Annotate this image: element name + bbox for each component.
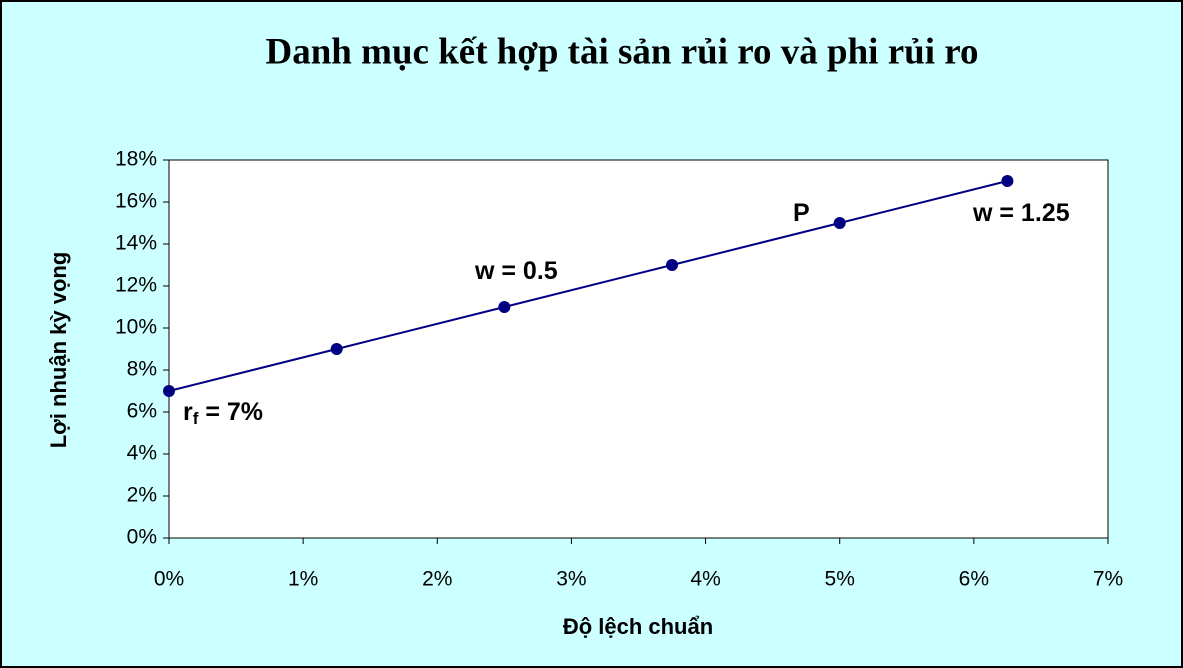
- data-point: [666, 259, 679, 271]
- x-axis-label: Độ lệch chuẩn: [563, 614, 713, 639]
- y-tick-label: 18%: [115, 148, 157, 171]
- y-tick-label: 12%: [115, 274, 157, 297]
- x-tick-label: 1%: [288, 568, 318, 591]
- y-axis-label: Lợi nhuận kỳ vọng: [46, 252, 71, 449]
- data-point: [330, 343, 343, 355]
- y-tick-label: 4%: [127, 442, 157, 465]
- y-tick-label: 8%: [127, 358, 157, 381]
- x-tick-label: 5%: [825, 568, 855, 591]
- data-point: [498, 301, 511, 313]
- y-tick-label: 0%: [127, 526, 157, 549]
- annotation: rf = 7%: [183, 398, 263, 429]
- y-tick-label: 10%: [115, 316, 157, 339]
- data-point: [1001, 175, 1014, 187]
- annotation-text: r: [183, 398, 193, 426]
- x-tick-label: 7%: [1093, 568, 1123, 591]
- plot-area: [168, 159, 1109, 539]
- annotation: w = 1.25: [972, 199, 1070, 227]
- annotation-text: w = 1.25: [972, 199, 1070, 227]
- data-point: [163, 385, 175, 397]
- annotation-text: P: [793, 199, 810, 227]
- annotation-text: = 7%: [198, 398, 263, 426]
- x-tick-label: 3%: [556, 568, 586, 591]
- chart-title: Danh mục kết hợp tài sản rủi ro và phi r…: [266, 31, 979, 72]
- x-tick-label: 2%: [422, 568, 452, 591]
- y-tick-label: 16%: [115, 190, 157, 213]
- y-tick-label: 14%: [115, 232, 157, 255]
- annotation: w = 0.5: [474, 257, 558, 285]
- annotation-subscript: f: [193, 409, 199, 428]
- annotation-text: w = 0.5: [474, 257, 558, 285]
- series-line: [168, 180, 1008, 392]
- y-tick-label: 2%: [127, 484, 157, 507]
- x-tick-label: 0%: [154, 568, 184, 591]
- data-point: [833, 217, 846, 229]
- x-tick-label: 4%: [690, 568, 720, 591]
- x-tick-label: 6%: [959, 568, 989, 591]
- annotation: P: [793, 199, 810, 227]
- y-tick-label: 6%: [127, 400, 157, 423]
